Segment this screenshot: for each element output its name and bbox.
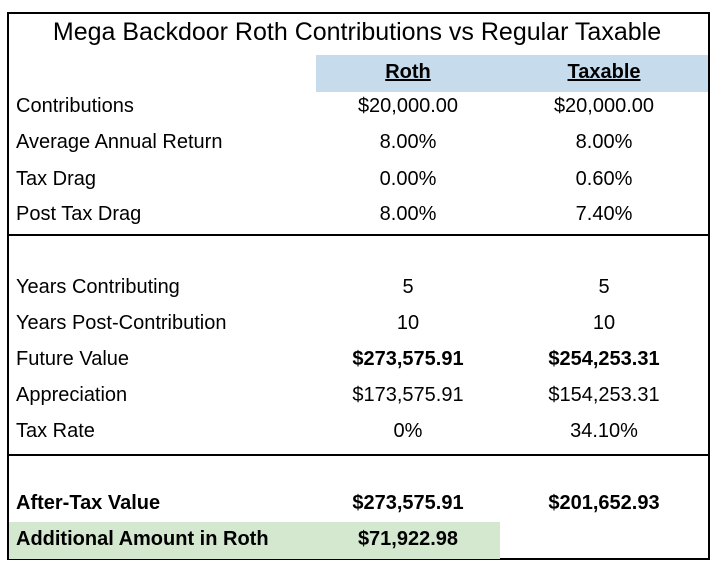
table-row-tax-rate: Tax Rate 0% 34.10% <box>0 416 714 452</box>
table-row-years-post-contribution: Years Post-Contribution 10 10 <box>0 308 714 344</box>
roth-value: 0% <box>393 420 423 442</box>
taxable-value: $154,253.31 <box>548 384 660 406</box>
table-row-contributions: Contributions $20,000.00 $20,000.00 <box>0 91 714 127</box>
roth-value: 0.00% <box>379 168 437 190</box>
row-label: Tax Rate <box>16 420 95 442</box>
row-label: Additional Amount in Roth <box>16 528 269 550</box>
table-row-appreciation: Appreciation $173,575.91 $154,253.31 <box>0 380 714 416</box>
roth-value: $173,575.91 <box>352 384 464 406</box>
roth-value: $273,575.91 <box>352 492 464 514</box>
taxable-value: 10 <box>592 312 616 334</box>
roth-value: 10 <box>396 312 420 334</box>
page-title: Mega Backdoor Roth Contributions vs Regu… <box>52 18 662 46</box>
table-row-average-annual-return: Average Annual Return 8.00% 8.00% <box>0 127 714 163</box>
table-row-post-tax-drag: Post Tax Drag 8.00% 7.40% <box>0 199 714 235</box>
roth-value: 8.00% <box>379 203 437 225</box>
row-label: Contributions <box>16 95 134 117</box>
table-row-tax-drag: Tax Drag 0.00% 0.60% <box>0 164 714 200</box>
taxable-value: 5 <box>598 276 610 298</box>
taxable-value: $254,253.31 <box>548 348 660 370</box>
table-row-years-contributing: Years Contributing 5 5 <box>0 272 714 308</box>
taxable-value: $20,000.00 <box>553 95 655 117</box>
section-divider <box>7 454 710 456</box>
table-row-after-tax-value: After-Tax Value $273,575.91 $201,652.93 <box>0 488 714 524</box>
section-divider <box>7 234 710 236</box>
column-header-taxable: Taxable <box>567 61 641 83</box>
highlight-band <box>9 522 500 559</box>
column-header-band <box>316 55 708 92</box>
row-label: Tax Drag <box>16 168 97 190</box>
roth-value: $71,922.98 <box>357 528 459 550</box>
roth-value: 5 <box>402 276 414 298</box>
taxable-value: $201,652.93 <box>548 492 660 514</box>
row-label: Appreciation <box>16 384 128 406</box>
roth-value: $273,575.91 <box>352 348 464 370</box>
table-border <box>7 12 710 560</box>
taxable-value: 8.00% <box>575 131 633 153</box>
row-label: Years Contributing <box>16 276 180 298</box>
row-label: After-Tax Value <box>16 492 161 514</box>
table-row-additional-amount-in-roth: Additional Amount in Roth $71,922.98 <box>0 524 714 560</box>
taxable-value: 0.60% <box>575 168 633 190</box>
taxable-value: 7.40% <box>575 203 633 225</box>
taxable-value: 34.10% <box>570 420 638 442</box>
row-label: Post Tax Drag <box>16 203 142 225</box>
row-label: Future Value <box>16 348 130 370</box>
table-row-future-value: Future Value $273,575.91 $254,253.31 <box>0 344 714 380</box>
column-header-roth: Roth <box>385 61 431 83</box>
roth-value: 8.00% <box>379 131 437 153</box>
row-label: Years Post-Contribution <box>16 312 227 334</box>
row-label: Average Annual Return <box>16 131 223 153</box>
roth-value: $20,000.00 <box>357 95 459 117</box>
